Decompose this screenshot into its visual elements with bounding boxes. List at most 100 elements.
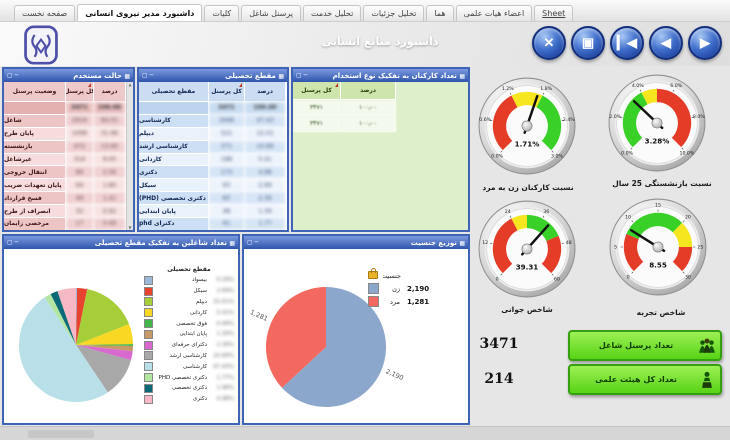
vertical-scrollbar[interactable]: ▲ ▼ (126, 82, 133, 230)
tab-2[interactable]: کلیات (204, 5, 240, 21)
tab-8[interactable]: Sheet (534, 5, 574, 21)
minimize-icon[interactable]: ─ (303, 71, 308, 79)
row-label-cell: دیپلم (139, 127, 209, 141)
gauge-caption: شاخص جوانی (501, 305, 553, 314)
count-cell: 173 (209, 166, 245, 180)
tab-6[interactable]: هما (426, 5, 454, 21)
column-header: درصد (341, 82, 396, 100)
legend-percent: 4.98% (216, 396, 234, 403)
minimize-icon[interactable]: ─ (254, 238, 259, 246)
sort-indicator-icon[interactable] (88, 83, 91, 87)
education-level-table: مقطع تحصیلی کل پرسنل درصد 3471 100.00 کارشناس… (139, 82, 287, 230)
legend-value: 2,190 (407, 284, 430, 293)
button-label: تعداد پرسنل شاغل (598, 341, 674, 350)
legend-swatch (144, 362, 153, 372)
percent-cell: 1.84 (94, 179, 126, 193)
count-cell: 521 (209, 127, 245, 141)
tab-4[interactable]: تحلیل خدمت (302, 5, 362, 21)
navigation-buttons: ✕ ▣ ▎◀ ◀ ▶ (532, 26, 722, 60)
minimize-icon[interactable]: ─ (149, 71, 154, 79)
employed-personnel-button[interactable]: تعداد پرسنل شاغل (568, 330, 722, 361)
gender-pie-chart: 2,190 1,281 (249, 287, 405, 407)
legend-label: زن (392, 284, 400, 293)
table-row: فسخ قرارداد 49 1.41 (4, 192, 127, 206)
percent-cell: 100.00 (245, 102, 286, 115)
table-row: دکتری تخصصی (PHD) 83 2.39 (139, 192, 287, 206)
column-header: کل پرسنل (293, 82, 341, 100)
legend-percent: 5.41% (216, 309, 234, 316)
panel-title: مقطع تحصیلی (225, 71, 276, 80)
count-cell: 49 (66, 192, 94, 206)
scroll-up-icon[interactable]: ▲ (128, 82, 132, 87)
lecturer-icon (698, 371, 716, 389)
youth-index-gauge: 0 12 24 36 48 60 39.31 (476, 198, 578, 300)
table-row: دکتری 173 4.98 (139, 166, 287, 180)
legend-label: سیکل (193, 288, 207, 295)
percent-cell: 15.01 (245, 127, 286, 141)
employment-status-table: وضعیت پرسنل کل پرسنل درصد 3471 100.00 شاغل 291… (4, 82, 127, 230)
previous-button[interactable]: ◀ (649, 26, 683, 60)
row-label-cell: دکتری تخصصی (PHD) (139, 192, 209, 206)
percent-cell: 10.69 (245, 140, 286, 154)
sort-indicator-icon[interactable] (335, 83, 338, 87)
count-cell: 61 (209, 218, 245, 230)
column-header: کل پرسنل (66, 82, 94, 102)
tab-7[interactable]: اعضاء هیات علمی (455, 5, 533, 21)
first-icon: ▎◀ (617, 35, 637, 50)
legend-percent: 2.69% (216, 288, 234, 295)
percent-cell: 1.77 (245, 218, 286, 230)
legend-item: سیکل 2.69% (144, 286, 234, 297)
table-row: غیرشاغل 314 9.05 (4, 153, 127, 167)
panel-title: حالت مستخدم (73, 71, 122, 80)
row-label-cell: کارشناسی ارشد (139, 140, 209, 154)
table-row: 3471 100.00 (139, 102, 287, 115)
minimize-icon[interactable]: ─ (14, 71, 19, 79)
row-label-cell: دکترای phd (139, 218, 209, 230)
pie-slice-دکترای حرفه‌ای (76, 345, 133, 361)
tab-bar: صفحه نخست داشبورد مدیر نیروی انسانی کلیات پ… (0, 0, 730, 22)
tab-0[interactable]: صفحه نخست (14, 5, 76, 21)
row-label-cell: سیکل (139, 179, 209, 193)
percent-cell: 2.39 (245, 192, 286, 206)
percent-cell: 2.56 (94, 166, 126, 180)
sort-indicator-icon[interactable] (239, 83, 242, 87)
tab-1[interactable]: داشبورد مدیر نیروی انسانی (77, 4, 203, 21)
row-label-cell: پایان طرح (4, 127, 66, 141)
close-button[interactable]: ✕ (532, 26, 566, 60)
zoom-button[interactable]: ▣ (571, 26, 605, 60)
panel-titlebar: ▢ ─ ▦ توزیع جنسیت (244, 236, 468, 249)
maximize-icon[interactable]: ▢ (7, 238, 13, 246)
faculty-total-button[interactable]: تعداد کل هیئت علمی (568, 364, 722, 395)
maximize-icon[interactable]: ▢ (247, 238, 253, 246)
scroll-down-icon[interactable]: ▼ (128, 225, 132, 230)
tab-3[interactable]: پرسنل شاغل (241, 5, 301, 21)
next-button[interactable]: ▶ (688, 26, 722, 60)
maximize-icon[interactable]: ▢ (7, 71, 13, 79)
maximize-icon[interactable]: ▢ (296, 71, 302, 79)
chart-icon: ▦ (278, 72, 284, 80)
table-header-row: وضعیت پرسنل کل پرسنل درصد (4, 82, 127, 102)
svg-text:39.31: 39.31 (516, 262, 539, 271)
row-label-cell: دکتری (139, 166, 209, 180)
legend-label: بیسواد (192, 277, 207, 284)
svg-text:0.0%: 0.0% (621, 151, 633, 157)
svg-text:8.55: 8.55 (649, 260, 667, 269)
panel-titlebar: ▢ ─ ▦ تعداد شاغلین به تفکیک مقطع تحصیلی (4, 236, 238, 249)
svg-text:5: 5 (614, 245, 617, 251)
legend-item: دکتری تخصصی PHD 1.77% (144, 372, 234, 383)
legend-item: فوق تخصصی 0.49% (144, 318, 234, 329)
percent-cell: 31.66 (94, 127, 126, 141)
tab-5[interactable]: تحلیل جزئیات (363, 5, 425, 21)
legend-swatch (144, 340, 153, 350)
legend-label: کارشناسی (182, 363, 207, 370)
count-cell: 3471 (209, 102, 245, 115)
percent-cell: 2.69 (245, 179, 286, 193)
legend-percent: 47.43% (213, 363, 234, 370)
employment-type-panel: ▢ ─ ▦ تعداد کارکنان به تفکیک نوع استخدام… (291, 67, 470, 232)
pie-slice-کارشناسی ارشد (76, 345, 131, 393)
table-row: انصراف از طرح 32 0.92 (4, 205, 127, 219)
minimize-icon[interactable]: ─ (14, 238, 19, 246)
percent-cell: 4.98 (245, 166, 286, 180)
maximize-icon[interactable]: ▢ (142, 71, 148, 79)
first-button[interactable]: ▎◀ (610, 26, 644, 60)
